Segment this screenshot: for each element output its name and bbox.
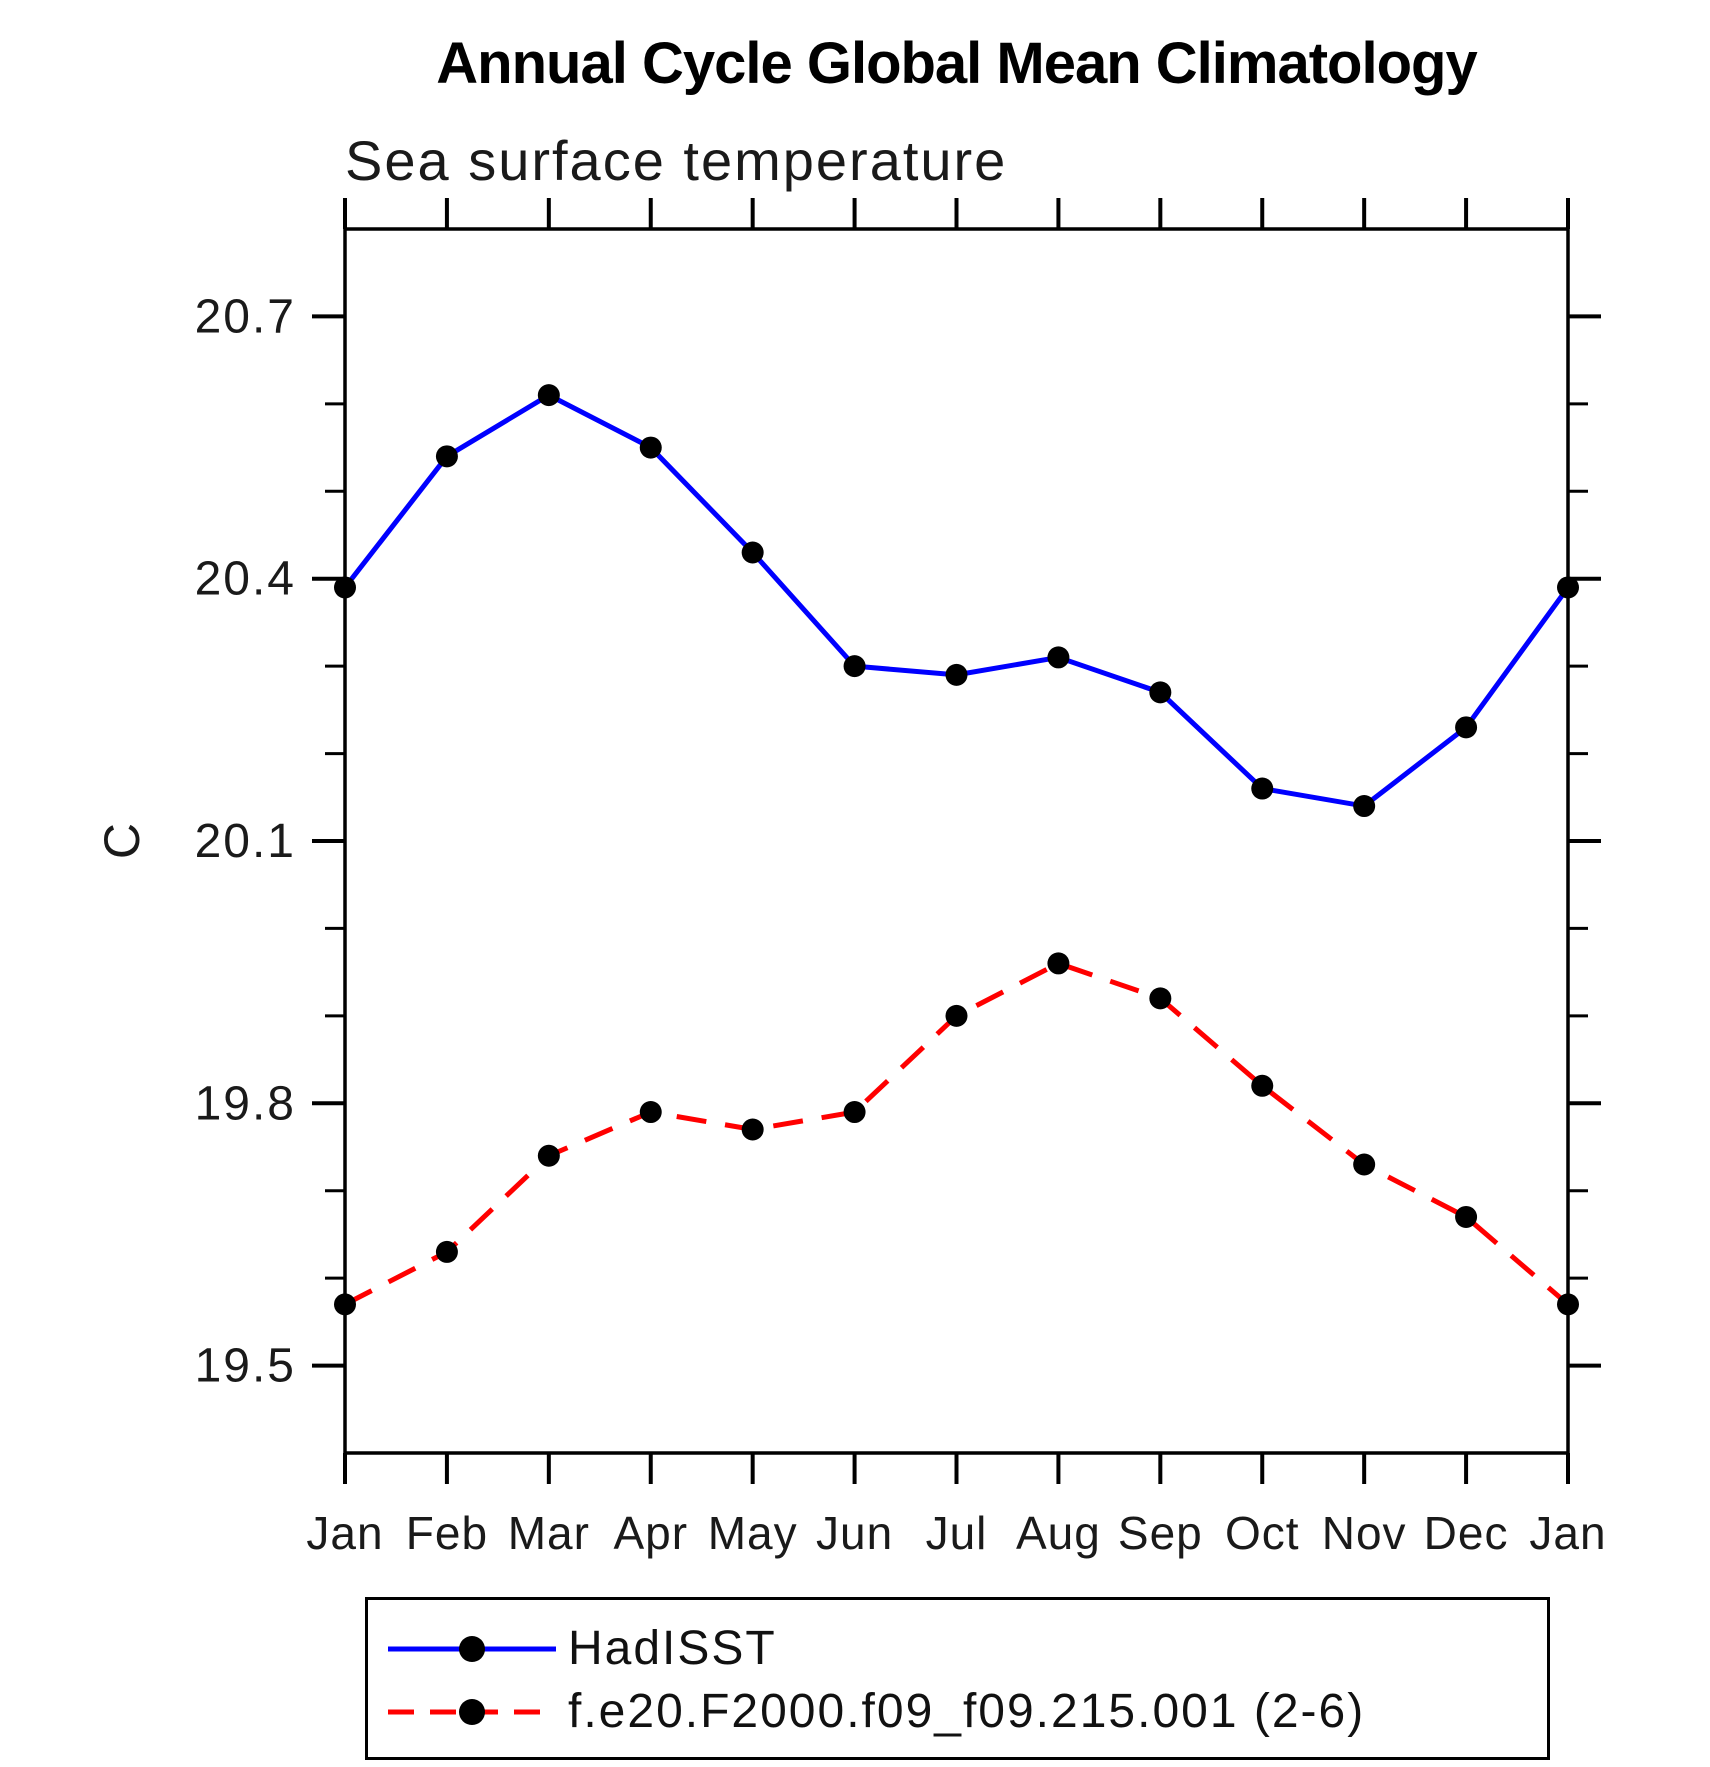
data-point-model — [1047, 952, 1070, 975]
x-tick-label: Jun — [816, 1507, 893, 1559]
x-tick-label: Jan — [306, 1507, 383, 1559]
data-point-hadisst — [537, 384, 560, 407]
data-point-hadisst — [741, 541, 764, 564]
data-point-hadisst — [1455, 716, 1478, 739]
data-point-hadisst — [1251, 777, 1274, 800]
legend-line-sample-model — [388, 1699, 556, 1725]
series-line-hadisst — [343, 392, 1571, 809]
data-point-model — [843, 1101, 866, 1124]
x-tick-label: Apr — [613, 1507, 688, 1559]
y-tick-label: 20.1 — [195, 815, 296, 868]
y-tick-label: 19.5 — [195, 1340, 296, 1393]
data-point-hadisst — [435, 445, 458, 468]
legend-label-hadisst: HadISST — [568, 1622, 777, 1675]
legend-line-sample-hadisst — [388, 1636, 556, 1662]
y-tick-label: 20.4 — [195, 553, 296, 606]
y-tick-label: 20.7 — [195, 290, 296, 343]
plot-frame — [343, 227, 1570, 1455]
data-point-model — [945, 1004, 968, 1027]
chart-subtitle: Sea surface temperature — [345, 129, 1008, 192]
legend-label-model: f.e20.F2000.f09_f09.215.001 (2-6) — [568, 1685, 1366, 1738]
x-tick-label: Sep — [1118, 1507, 1203, 1559]
data-point-model — [1557, 1293, 1579, 1316]
legend-entry-model: f.e20.F2000.f09_f09.215.001 (2-6) — [386, 1685, 1366, 1738]
data-point-model — [1149, 987, 1172, 1010]
data-point-hadisst — [1353, 795, 1376, 818]
x-tick-label: Dec — [1424, 1507, 1509, 1559]
x-tick-label: Jan — [1529, 1507, 1606, 1559]
legend-entry-hadisst: HadISST — [386, 1622, 777, 1675]
legend-marker-icon — [459, 1699, 485, 1725]
y-tick-label: 19.8 — [195, 1077, 296, 1130]
x-tick-label: Mar — [508, 1507, 590, 1559]
data-point-hadisst — [1557, 576, 1579, 599]
x-tick-label: Nov — [1322, 1507, 1407, 1559]
data-point-model — [639, 1101, 662, 1124]
data-point-hadisst — [1047, 646, 1070, 669]
data-point-model — [1353, 1153, 1376, 1176]
x-tick-label: Jul — [926, 1507, 988, 1559]
data-point-hadisst — [639, 436, 662, 459]
data-point-hadisst — [945, 663, 968, 686]
legend-marker-icon — [459, 1636, 485, 1662]
x-tick-label: Feb — [406, 1507, 488, 1559]
data-point-model — [1251, 1074, 1274, 1097]
chart-title: Annual Cycle Global Mean Climatology — [436, 31, 1477, 96]
data-point-hadisst — [334, 576, 356, 599]
data-point-model — [334, 1293, 356, 1316]
y-axis-title: C — [94, 823, 150, 859]
data-point-hadisst — [1149, 681, 1172, 704]
data-point-model — [741, 1118, 764, 1141]
data-point-model — [435, 1240, 458, 1263]
x-tick-label: Aug — [1016, 1507, 1101, 1559]
legend-box: HadISST f.e20.F2000.f09_f09.215.001 (2-6… — [365, 1597, 1550, 1760]
data-point-model — [537, 1144, 560, 1167]
data-point-model — [1455, 1205, 1478, 1228]
data-point-hadisst — [843, 655, 866, 678]
x-tick-label: Oct — [1225, 1507, 1300, 1559]
x-tick-label: May — [708, 1507, 798, 1559]
